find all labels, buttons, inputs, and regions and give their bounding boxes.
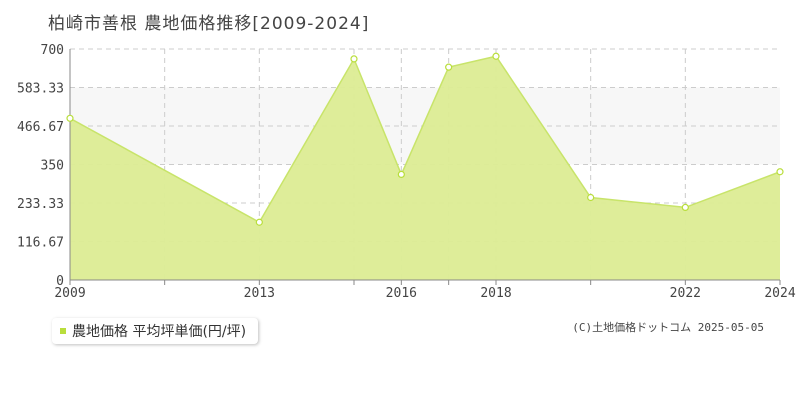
- x-tick-label: 2013: [244, 286, 275, 301]
- x-tick-label: 2009: [54, 286, 85, 301]
- legend-label: 農地価格 平均坪単価(円/坪): [72, 324, 247, 340]
- x-tick-label: 2018: [480, 286, 511, 301]
- y-tick-label: 350: [41, 159, 64, 174]
- copyright-text: (C)土地価格ドットコム 2025-05-05: [572, 321, 764, 334]
- y-tick-label: 466.67: [17, 120, 64, 135]
- x-tick-label: 2016: [386, 286, 417, 301]
- data-point: [587, 193, 595, 202]
- data-point: [681, 203, 689, 211]
- y-tick-label: 116.67: [17, 235, 64, 250]
- data-point: [445, 63, 453, 71]
- data-point: [350, 55, 358, 63]
- data-point: [66, 114, 74, 122]
- chart-title: 柏崎市善根 農地価格推移[2009-2024]: [48, 14, 370, 34]
- legend-swatch: [60, 328, 66, 334]
- y-tick-label: 700: [41, 43, 64, 58]
- data-point: [397, 170, 405, 178]
- data-point: [492, 52, 500, 60]
- x-tick-label: 2024: [764, 286, 795, 301]
- y-tick-label: 0: [56, 274, 64, 289]
- legend: 農地価格 平均坪単価(円/坪): [52, 318, 259, 344]
- data-point: [776, 168, 784, 176]
- data-point: [255, 218, 263, 226]
- y-tick-label: 233.33: [17, 197, 64, 212]
- x-tick-label: 2022: [670, 286, 701, 301]
- series-area: [70, 56, 780, 281]
- y-tick-label: 583.33: [17, 82, 64, 97]
